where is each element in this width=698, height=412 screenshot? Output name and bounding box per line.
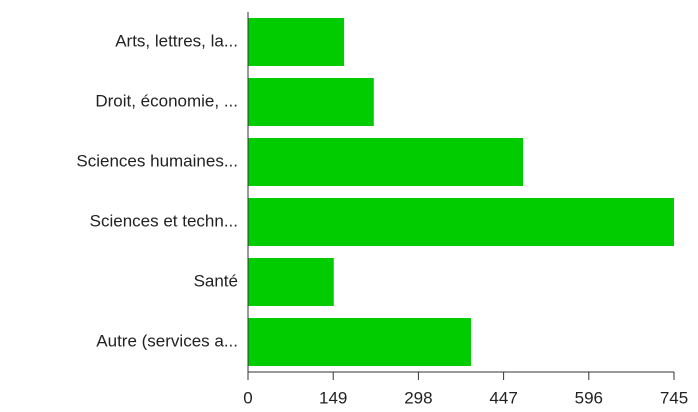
bar bbox=[248, 258, 334, 306]
x-tick-label: 447 bbox=[489, 388, 517, 407]
y-tick-label: Sciences et techn... bbox=[90, 211, 238, 230]
bar bbox=[248, 138, 524, 186]
x-tick-label: 0 bbox=[243, 388, 252, 407]
bar bbox=[248, 78, 374, 126]
x-tick-label: 298 bbox=[404, 388, 432, 407]
bar bbox=[248, 18, 345, 66]
y-tick-label: Santé bbox=[194, 271, 238, 290]
y-tick-label: Arts, lettres, la... bbox=[115, 31, 238, 50]
bar bbox=[248, 198, 674, 246]
bar bbox=[248, 318, 472, 366]
y-tick-label: Sciences humaines... bbox=[76, 151, 238, 170]
x-tick-label: 745 bbox=[660, 388, 688, 407]
y-tick-label: Autre (services a... bbox=[96, 331, 238, 350]
x-tick-label: 149 bbox=[319, 388, 347, 407]
y-tick-label: Droit, économie, ... bbox=[95, 91, 238, 110]
x-tick-label: 596 bbox=[575, 388, 603, 407]
